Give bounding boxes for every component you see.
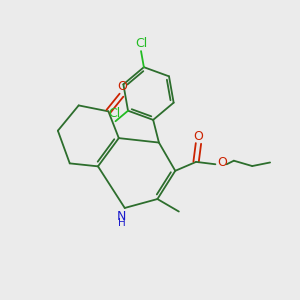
Text: O: O	[217, 156, 227, 169]
Text: Cl: Cl	[108, 107, 120, 120]
Text: O: O	[194, 130, 203, 142]
Text: H: H	[118, 218, 126, 228]
Text: N: N	[117, 210, 127, 223]
Text: Cl: Cl	[135, 37, 147, 50]
Text: O: O	[117, 80, 127, 93]
